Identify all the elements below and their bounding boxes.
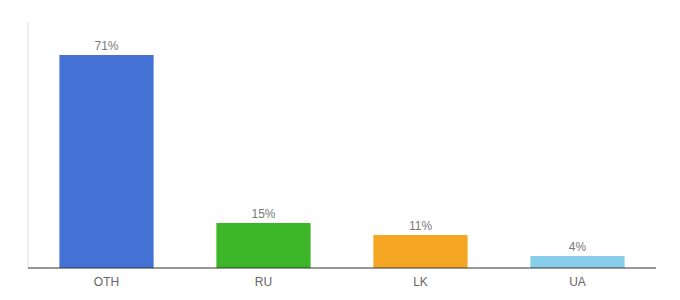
data-label: 71% bbox=[94, 39, 118, 53]
y-axis-line bbox=[28, 22, 29, 268]
x-tick-label: RU bbox=[255, 275, 272, 289]
x-tick-label: OTH bbox=[94, 275, 119, 289]
data-label: 4% bbox=[569, 240, 587, 254]
x-tick-label: LK bbox=[413, 275, 428, 289]
bars bbox=[59, 55, 624, 268]
bar bbox=[373, 235, 467, 268]
x-axis-line bbox=[28, 268, 656, 269]
chart-svg: 71% 15% 11% 4% OTH RU LK UA bbox=[0, 0, 680, 300]
bar bbox=[530, 256, 624, 268]
data-label: 11% bbox=[409, 219, 432, 233]
data-label: 15% bbox=[251, 207, 275, 221]
chart-container: 71% 15% 11% 4% OTH RU LK UA bbox=[0, 0, 680, 300]
bar bbox=[59, 55, 153, 268]
x-tick-label: UA bbox=[569, 275, 586, 289]
bar bbox=[216, 223, 310, 268]
